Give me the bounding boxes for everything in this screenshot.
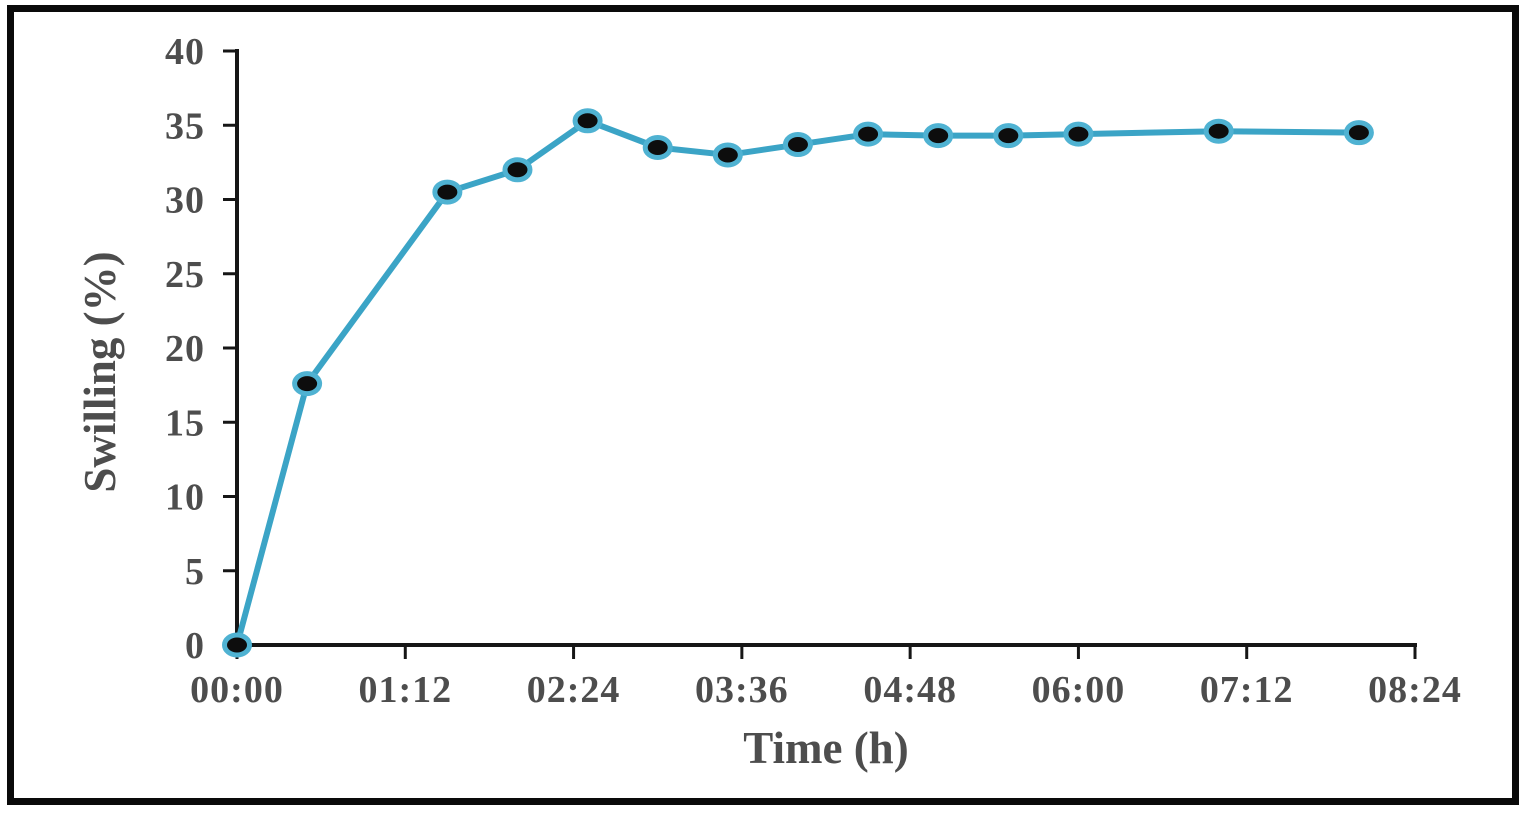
x-tick-label: 02:24: [527, 669, 621, 711]
data-point-marker: [712, 142, 743, 168]
y-tick-label: 0: [185, 625, 205, 667]
y-tick-label: 15: [165, 402, 205, 444]
x-tick-label: 04:48: [863, 669, 957, 711]
data-point-marker: [853, 121, 884, 147]
data-point-marker: [572, 108, 603, 134]
x-tick-label: 08:24: [1368, 669, 1462, 711]
data-point-marker: [1343, 120, 1374, 146]
y-tick-label: 25: [165, 254, 205, 296]
series-line: [234, 117, 1362, 648]
data-point-marker: [923, 123, 954, 149]
y-tick-label: 5: [185, 551, 205, 593]
data-point-marker: [222, 632, 252, 658]
x-tick-label: 00:00: [190, 669, 284, 711]
y-tick-label: 10: [165, 477, 205, 519]
data-point-marker: [432, 179, 463, 205]
y-tick-label: 35: [165, 105, 205, 147]
data-point-marker: [993, 123, 1024, 149]
figure-frame: [7, 5, 1519, 805]
y-tick-label: 20: [165, 328, 205, 370]
x-tick-label: 06:00: [1032, 669, 1126, 711]
data-point-marker: [642, 135, 673, 161]
data-point-marker: [502, 157, 533, 183]
x-tick-label: 07:12: [1200, 669, 1294, 711]
y-axis-title: Swilling (%): [75, 251, 125, 493]
y-tick-label: 30: [165, 180, 205, 222]
data-point-marker: [1063, 121, 1094, 147]
data-point-marker: [292, 371, 323, 397]
y-tick-label: 40: [165, 31, 205, 73]
x-axis-title: Time (h): [743, 723, 909, 773]
x-tick-label: 03:36: [695, 669, 789, 711]
x-tick-label: 01:12: [358, 669, 452, 711]
data-point-marker: [782, 132, 813, 158]
data-point-marker: [1203, 118, 1234, 144]
